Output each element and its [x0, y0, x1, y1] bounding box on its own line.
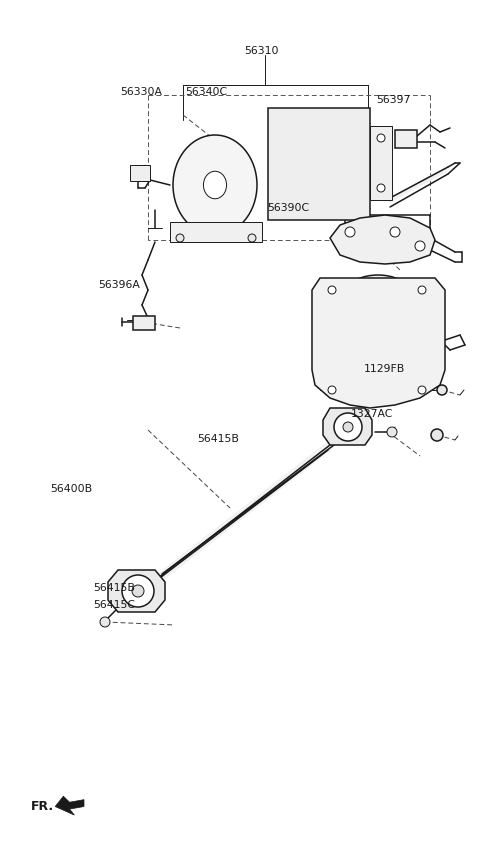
Circle shape	[377, 184, 385, 192]
Polygon shape	[108, 570, 165, 612]
Text: 56415C: 56415C	[93, 600, 135, 610]
Circle shape	[418, 386, 426, 394]
Text: 56397: 56397	[376, 95, 411, 106]
Circle shape	[343, 422, 353, 432]
Circle shape	[390, 227, 400, 237]
Circle shape	[437, 385, 447, 395]
Polygon shape	[268, 108, 370, 220]
Ellipse shape	[173, 135, 257, 235]
Bar	[395, 130, 417, 148]
Text: 56400B: 56400B	[50, 484, 92, 494]
Circle shape	[323, 275, 433, 385]
Text: 56415B: 56415B	[93, 583, 135, 593]
Text: 56310: 56310	[244, 46, 279, 57]
Bar	[130, 165, 150, 181]
Circle shape	[122, 575, 154, 607]
Ellipse shape	[204, 172, 227, 199]
Text: 56330A: 56330A	[120, 87, 163, 97]
Circle shape	[334, 413, 362, 441]
Text: 56390C: 56390C	[267, 202, 309, 213]
Circle shape	[431, 429, 443, 441]
Circle shape	[353, 305, 403, 355]
Text: 56415B: 56415B	[197, 434, 240, 444]
Polygon shape	[370, 126, 392, 200]
Circle shape	[415, 241, 425, 251]
Polygon shape	[330, 215, 435, 264]
Circle shape	[377, 134, 385, 142]
Circle shape	[418, 286, 426, 294]
Polygon shape	[323, 408, 372, 445]
Circle shape	[132, 585, 144, 597]
Bar	[133, 316, 155, 330]
Text: FR.: FR.	[31, 800, 54, 813]
Circle shape	[176, 234, 184, 242]
Polygon shape	[312, 278, 445, 408]
Text: 56340C: 56340C	[185, 87, 228, 97]
Text: 56396A: 56396A	[98, 280, 140, 290]
Circle shape	[345, 227, 355, 237]
Circle shape	[328, 386, 336, 394]
Text: 1327AC: 1327AC	[351, 408, 393, 419]
Polygon shape	[170, 222, 262, 242]
Circle shape	[328, 286, 336, 294]
Circle shape	[387, 427, 397, 437]
Circle shape	[248, 234, 256, 242]
Text: 1129FB: 1129FB	[363, 364, 405, 374]
Circle shape	[100, 617, 110, 627]
Polygon shape	[55, 796, 84, 815]
